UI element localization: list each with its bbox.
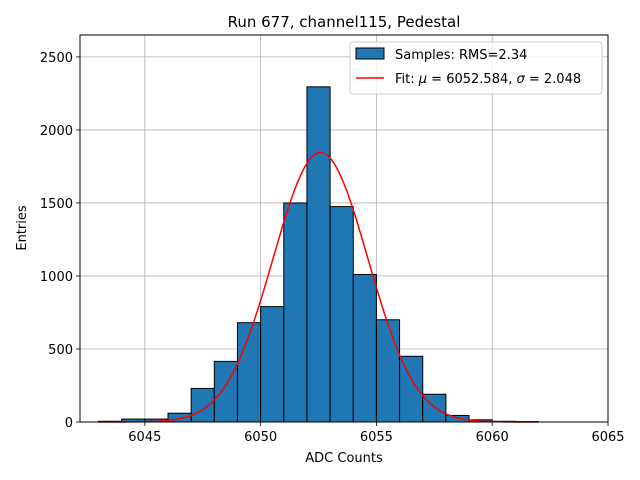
legend-sigma-symbol: σ xyxy=(517,72,526,87)
x-tick-label: 6050 xyxy=(244,430,277,445)
y-tick-label: 2500 xyxy=(40,51,73,66)
x-tick-label: 6060 xyxy=(476,430,509,445)
legend-fit-label: Fit: μ = 6052.584, σ = 2.048 xyxy=(395,72,581,87)
x-tick-label: 6055 xyxy=(360,430,393,445)
histogram-bar xyxy=(352,274,377,423)
x-tick-label: 6065 xyxy=(591,430,624,445)
plot-frame xyxy=(79,34,609,423)
y-tick-label: 1500 xyxy=(40,197,73,212)
x-tick-label: 6045 xyxy=(128,430,161,445)
gaussian-fit xyxy=(98,151,539,423)
x-axis-label: ADC Counts xyxy=(305,451,383,466)
histogram-bars xyxy=(98,86,540,423)
legend-samples-label: Samples: RMS=2.34 xyxy=(395,48,527,63)
y-tick-label: 2000 xyxy=(40,124,73,139)
histogram-bar xyxy=(375,319,401,423)
histogram-bar xyxy=(190,387,215,423)
histogram-bar xyxy=(236,322,262,423)
histogram-bar xyxy=(260,306,285,423)
y-tick-label: 0 xyxy=(65,416,73,431)
histogram-bar xyxy=(283,202,308,423)
y-axis-label: Entries xyxy=(15,205,30,251)
legend-mu-symbol: μ xyxy=(418,72,427,87)
legend: Samples: RMS=2.34 Fit: μ = 6052.584, σ =… xyxy=(349,41,603,95)
histogram-bar xyxy=(306,86,331,423)
legend-mu-value: = 6052.584, xyxy=(427,72,516,87)
histogram-bar xyxy=(399,355,424,423)
y-axis-ticks: 0 500 1000 1500 2000 2500 xyxy=(40,51,80,431)
histogram-bar xyxy=(422,393,447,423)
y-tick-label: 1000 xyxy=(40,270,73,285)
histogram-bar xyxy=(329,206,354,423)
legend-samples-swatch xyxy=(355,47,385,60)
x-axis-ticks: 6045 6050 6055 6060 6065 xyxy=(128,422,625,445)
fit-curve xyxy=(98,151,539,423)
legend-frame xyxy=(349,41,603,95)
y-tick-label: 500 xyxy=(48,343,73,358)
chart-title: Run 677, channel115, Pedestal xyxy=(228,13,461,31)
legend-fit-prefix: Fit: xyxy=(395,72,419,87)
legend-sigma-value: = 2.048 xyxy=(525,72,581,87)
histogram-bar xyxy=(445,414,470,423)
